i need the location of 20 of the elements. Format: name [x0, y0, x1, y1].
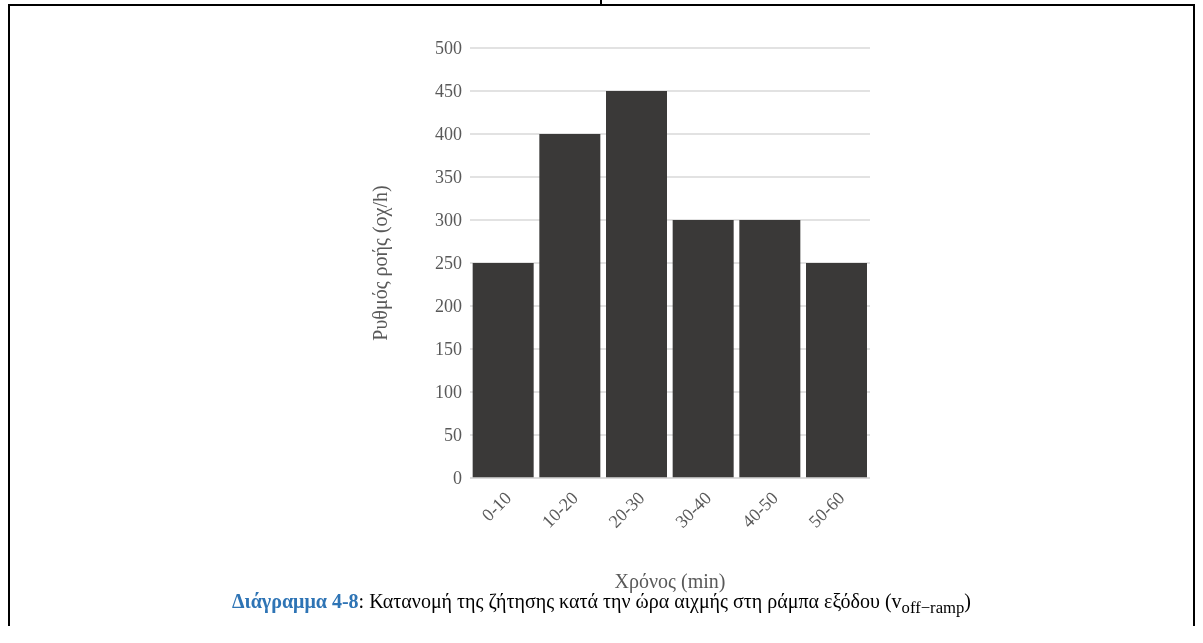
y-axis-title: Ρυθμός ροής (οχ/h) — [369, 185, 393, 341]
x-axis-title: Χρόνος (min) — [614, 570, 726, 593]
bar — [472, 263, 534, 478]
y-tick-label: 200 — [435, 296, 462, 317]
bar — [672, 220, 734, 478]
y-tick-label: 500 — [435, 38, 462, 59]
x-tick-label: 0-10 — [477, 487, 516, 526]
y-tick-label: 250 — [435, 253, 462, 274]
y-tick-label: 150 — [435, 339, 462, 360]
y-tick-label: 0 — [453, 468, 462, 489]
bar — [806, 263, 867, 478]
y-tick-label: 450 — [435, 81, 462, 102]
y-tick-label: 350 — [435, 167, 462, 188]
y-tick-label: 400 — [435, 124, 462, 145]
bar — [606, 91, 667, 478]
y-tick-label: 50 — [444, 425, 462, 446]
y-tick-label: 300 — [435, 210, 462, 231]
bar — [739, 220, 801, 478]
bar — [539, 134, 601, 478]
y-tick-label: 100 — [435, 382, 462, 403]
